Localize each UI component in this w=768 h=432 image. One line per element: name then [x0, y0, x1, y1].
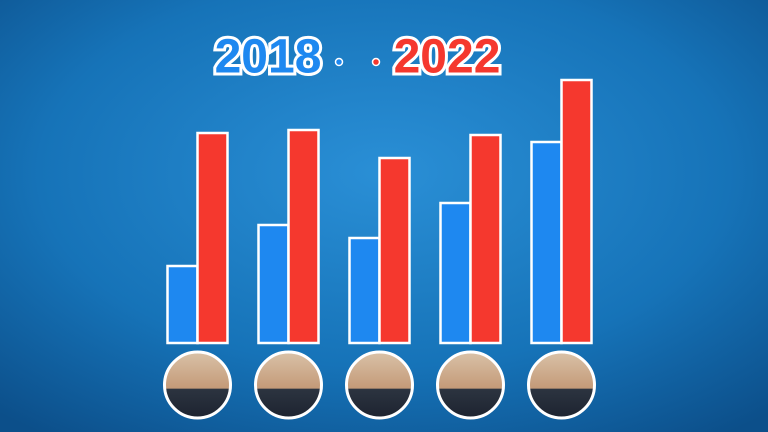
bar [378, 156, 411, 345]
bar [560, 78, 593, 345]
bar [469, 133, 502, 345]
photos [163, 350, 596, 420]
candidate-photo [527, 350, 596, 420]
bar [439, 201, 472, 345]
candidate-photo [254, 350, 323, 420]
bar [257, 223, 290, 345]
legend-dot [334, 57, 344, 67]
bar [287, 128, 320, 345]
bar [166, 264, 199, 345]
bars [166, 78, 593, 345]
legend-label: 2022 [394, 31, 501, 84]
candidate-photo [436, 350, 505, 420]
bar [530, 140, 563, 345]
candidate-photo [345, 350, 414, 420]
legend-dot [371, 57, 381, 67]
candidate-photo [163, 350, 232, 420]
legend-label: 2018 [215, 31, 322, 84]
legend: 2018 2022 [212, 28, 504, 87]
bar [196, 131, 229, 345]
bar [348, 236, 381, 345]
